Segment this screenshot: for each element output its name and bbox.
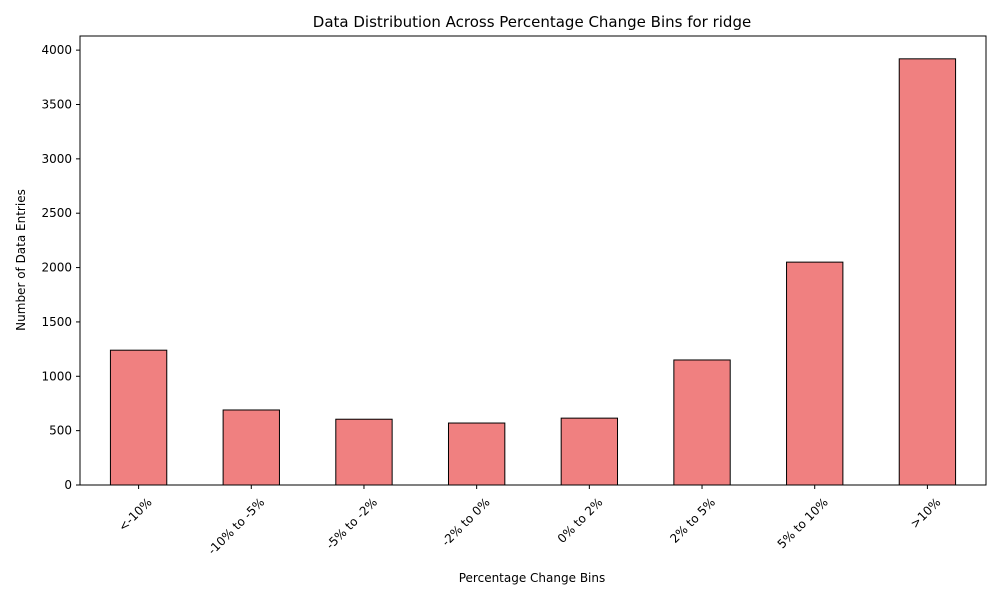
bar-0 [109,349,168,486]
chart-title: Data Distribution Across Percentage Chan… [313,13,751,31]
x-tick-label-7: >10% [908,495,944,531]
bars-group [109,58,957,486]
y-axis-label: Number of Data Entries [14,189,28,331]
x-tick-label-1: -10% to -5% [205,495,267,557]
x-tick-label-3: -2% to 0% [439,495,493,549]
x-tick-label-5: 2% to 5% [667,495,718,546]
y-tick-label-3: 1500 [41,315,72,329]
y-tick-label-1: 500 [49,424,72,438]
bar-5 [673,359,731,486]
y-axis: 0 500 1000 1500 2000 2500 3000 3500 4000 [41,43,80,492]
x-tick-label-6: 5% to 10% [775,495,831,551]
y-tick-label-8: 4000 [41,43,72,57]
y-tick-label-7: 3500 [41,97,72,111]
plot-frame [79,35,987,486]
bar-7 [898,58,957,486]
y-tick-label-5: 2500 [41,206,72,220]
bar-4 [560,417,619,486]
bar-2 [335,418,393,486]
x-tick-label-2: -5% to -2% [323,495,380,552]
x-tick-label-0: <-10% [116,495,155,534]
bar-1 [222,409,280,486]
bar-6 [786,261,844,486]
y-tick-label-6: 3000 [41,152,72,166]
bar-3 [447,422,506,486]
y-tick-label-4: 2000 [41,261,72,275]
y-tick-label-0: 0 [64,478,72,492]
x-tick-label-4: 0% to 2% [555,495,606,546]
x-axis: <-10% -10% to -5% -5% to -2% -2% to 0% 0% to… [116,485,944,557]
y-tick-label-2: 1000 [41,369,72,383]
x-axis-label: Percentage Change Bins [459,571,606,585]
